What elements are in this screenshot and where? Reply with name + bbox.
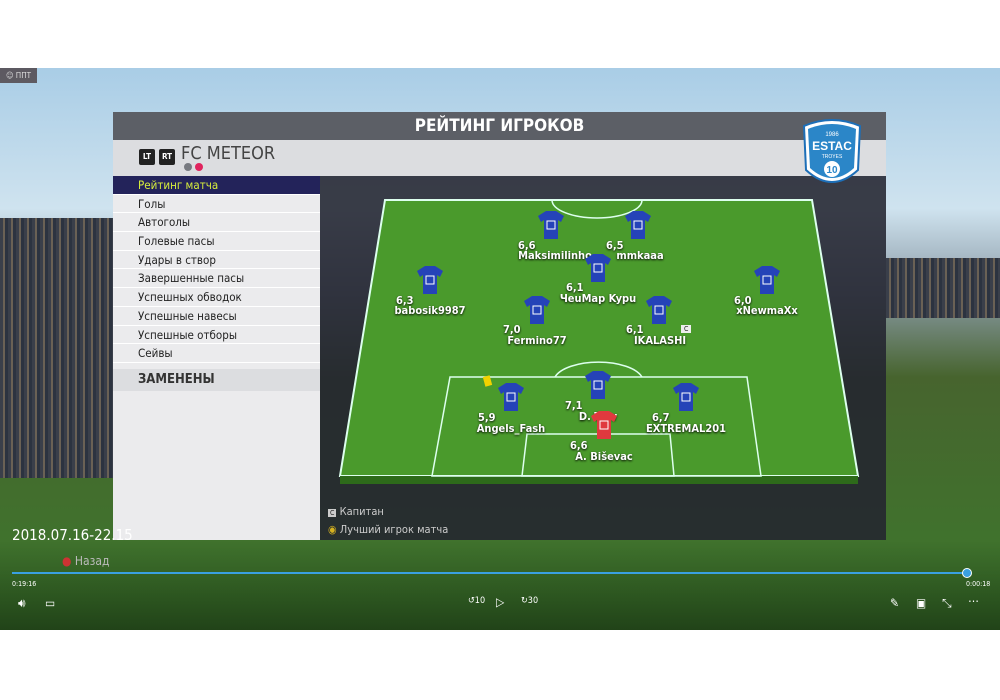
menu-item[interactable]: Сейвы: [113, 344, 320, 363]
legend-captain: C Капитан: [328, 505, 384, 518]
edit-pencil-icon[interactable]: ✎: [890, 596, 900, 610]
team-header: LT RT FC METEOR: [113, 140, 886, 176]
player-name: Angels_Fash: [476, 422, 546, 435]
player-name: babosik9987: [394, 304, 466, 317]
menu-item[interactable]: Удары в створ: [113, 251, 320, 270]
star-badge-icon: ◉: [328, 523, 337, 536]
team-toggle-dot[interactable]: [184, 163, 192, 171]
jersey-icon: [591, 411, 617, 439]
player-rating: 6,7: [652, 411, 670, 424]
player-rating: 6,0: [734, 294, 752, 307]
svg-text:1986: 1986: [825, 132, 839, 138]
player-ratings-panel: РЕЙТИНГ ИГРОКОВ LT RT FC METEOR Рейтинг …: [113, 112, 886, 540]
jersey-icon: [646, 296, 672, 324]
crowd-right: [886, 258, 1000, 318]
jersey-icon: [524, 296, 550, 324]
captain-badge-icon: C: [328, 509, 337, 517]
more-options-icon[interactable]: ⋯: [968, 594, 979, 608]
panel-title: РЕЙТИНГ ИГРОКОВ: [113, 112, 886, 140]
crowd-left: [0, 218, 113, 478]
subtitles-icon[interactable]: ▭: [45, 596, 56, 610]
jersey-icon: [585, 371, 611, 399]
back-button[interactable]: ● Назад: [62, 554, 110, 568]
player-rating: 6,6: [570, 439, 588, 452]
player-rating: 6,1: [626, 323, 644, 336]
lt-button[interactable]: LT: [139, 149, 155, 165]
club-crest-logo: 1986 ESTAC TROYES 10: [802, 119, 862, 183]
menu-item[interactable]: Завершенные пасы: [113, 269, 320, 289]
skip-forward-button[interactable]: ↻30: [521, 596, 539, 606]
b-button-icon: ●: [62, 554, 72, 568]
player-name: EXTREMAL201: [645, 422, 727, 435]
player-rating: 6,5: [606, 239, 624, 252]
svg-text:ESTAC: ESTAC: [812, 139, 852, 153]
user-mic-icon: ☺: [6, 71, 16, 80]
player-rating: 6,6: [518, 239, 536, 252]
player-rating: 6,1: [566, 281, 584, 294]
jersey-icon: [585, 254, 611, 282]
team-toggle-dot-active[interactable]: [195, 163, 203, 171]
pitch: [338, 199, 860, 484]
play-icon[interactable]: ▷: [496, 595, 505, 609]
menu-item[interactable]: Автоголы: [113, 213, 320, 233]
jersey-icon: [673, 383, 699, 411]
menu-item[interactable]: Успешных обводок: [113, 288, 320, 307]
player-rating: 6,3: [396, 294, 414, 307]
volume-icon[interactable]: 🔊︎: [18, 596, 26, 610]
timestamp-overlay: 2018.07.16-22.15: [12, 526, 133, 544]
svg-text:10: 10: [826, 165, 838, 176]
seek-handle[interactable]: [962, 568, 972, 578]
legend-motm: ◉ Лучший игрок матча: [328, 523, 449, 536]
player-rating: 7,0: [503, 323, 521, 336]
player-name: xNewmaXx: [736, 304, 798, 317]
player-name: ЧеuMap Kypu: [559, 292, 637, 305]
menu-item[interactable]: Рейтинг матча: [113, 176, 320, 195]
jersey-icon: [498, 383, 524, 411]
jersey-icon: [625, 211, 651, 239]
player-name: IKALASHI: [633, 334, 687, 347]
player-name: Fermino77: [507, 334, 567, 347]
substituted-header: ЗАМЕНЕНЫ: [113, 368, 320, 391]
menu-item[interactable]: Успешные навесы: [113, 307, 320, 326]
team-name: FC METEOR: [181, 143, 276, 164]
menu-item[interactable]: Успешные отборы: [113, 326, 320, 345]
player-rating: 7,1: [565, 399, 583, 412]
player-rating: 5,9: [478, 411, 496, 424]
player-name: Maksimilinho: [518, 249, 592, 262]
remaining-time: 0:00:18: [966, 580, 991, 588]
window-title: ☺ ППТ: [0, 68, 38, 83]
svg-text:TROYES: TROYES: [822, 154, 843, 160]
player-name: mmkaaa: [616, 249, 664, 262]
jersey-icon: [754, 266, 780, 294]
jersey-icon: [538, 211, 564, 239]
menu-item[interactable]: Голы: [113, 195, 320, 214]
stats-menu: Рейтинг матча Голы Автоголы Голевые пасы Уда…: [113, 176, 320, 540]
rt-button[interactable]: RT: [159, 149, 175, 165]
pitch-area: [320, 176, 886, 540]
player-name: A. Biševac: [575, 450, 633, 463]
jersey-icon: [417, 266, 443, 294]
media-player-controls: 2018.07.16-22.15 ● Назад 0:19:16 0:00:18…: [0, 526, 1000, 630]
exit-fullscreen-icon[interactable]: ⤡: [942, 596, 952, 610]
seek-bar[interactable]: [12, 572, 967, 574]
elapsed-time: 0:19:16: [12, 580, 37, 588]
skip-back-button[interactable]: ↺10: [468, 596, 486, 606]
menu-item[interactable]: Голевые пасы: [113, 232, 320, 251]
mini-view-icon[interactable]: ▣: [916, 596, 927, 610]
captain-badge: C: [681, 325, 692, 333]
